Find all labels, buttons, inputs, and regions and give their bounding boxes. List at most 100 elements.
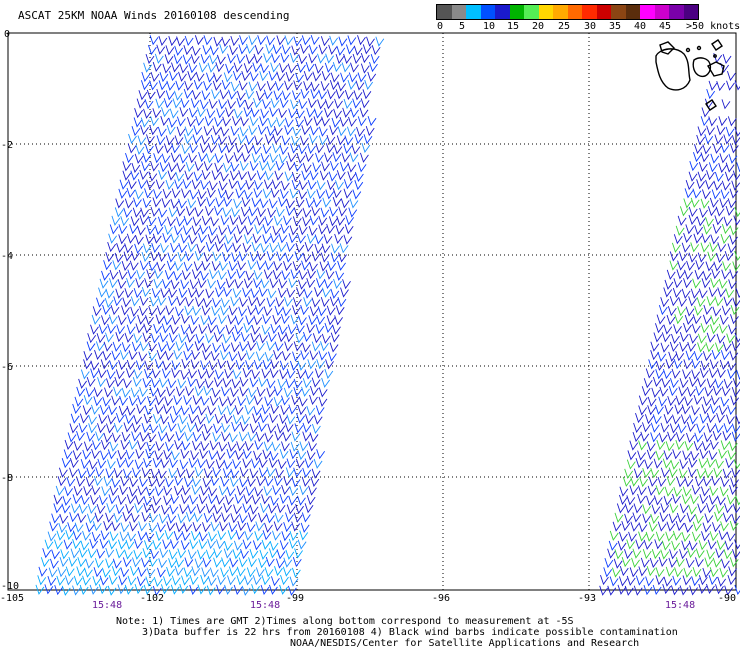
wind-barb xyxy=(695,385,705,397)
wind-barb xyxy=(727,450,737,461)
wind-barb xyxy=(302,162,312,173)
wind-barb xyxy=(731,180,740,191)
wind-barb xyxy=(145,315,154,326)
wind-barb xyxy=(156,477,165,488)
wind-barb xyxy=(705,261,715,272)
wind-barb xyxy=(139,215,149,226)
wind-barb xyxy=(266,341,276,352)
wind-barb xyxy=(209,45,219,56)
wind-barb xyxy=(187,549,197,560)
wind-barb xyxy=(209,269,218,280)
wind-barb xyxy=(280,180,290,191)
wind-barb xyxy=(701,531,710,542)
wind-barb xyxy=(238,215,248,226)
wind-barb xyxy=(295,458,305,469)
wind-barb xyxy=(273,126,283,137)
wind-barb xyxy=(690,450,700,461)
wind-barb xyxy=(82,449,92,460)
lat-label-m4: -4 xyxy=(1,251,13,262)
wind-barb xyxy=(677,306,686,317)
lat-label-m6: -6 xyxy=(1,362,13,373)
wind-barb xyxy=(349,198,359,209)
wind-barb xyxy=(196,503,206,514)
wind-barb xyxy=(148,522,158,533)
wind-barb xyxy=(726,494,736,505)
wind-barb xyxy=(227,53,236,64)
wind-barb xyxy=(314,243,324,254)
wind-barb xyxy=(142,332,152,343)
wind-barb xyxy=(312,71,322,82)
wind-barb xyxy=(78,503,88,515)
wind-barb xyxy=(180,494,190,505)
wind-barb xyxy=(633,468,643,479)
wind-barb xyxy=(716,252,725,263)
wind-barb xyxy=(134,189,144,200)
wind-barb xyxy=(692,566,702,578)
wind-barb xyxy=(681,242,691,253)
wind-barb xyxy=(330,332,340,343)
wind-barb xyxy=(266,81,276,92)
wind-barb xyxy=(287,63,297,74)
wind-barb xyxy=(191,179,201,190)
wind-barb xyxy=(219,396,228,407)
wind-barb xyxy=(635,575,645,586)
wind-barb xyxy=(57,567,67,578)
wind-barb xyxy=(312,333,322,344)
wind-barb xyxy=(106,503,116,514)
wind-barb xyxy=(116,324,126,335)
wind-barb xyxy=(274,170,284,181)
wind-barb xyxy=(105,547,115,558)
wind-barb xyxy=(218,485,228,496)
wind-barb xyxy=(230,161,240,172)
wind-barb xyxy=(689,414,698,425)
wind-barb xyxy=(337,260,346,271)
wind-barb xyxy=(264,567,274,578)
wind-barb xyxy=(676,269,686,280)
wind-barb xyxy=(233,152,243,163)
wind-barb xyxy=(230,342,240,353)
wind-barb xyxy=(723,423,733,434)
wind-barb xyxy=(231,116,241,127)
wind-barb xyxy=(679,549,688,560)
wind-barb xyxy=(720,477,730,488)
wind-barb xyxy=(673,486,683,497)
wind-barb xyxy=(246,43,255,55)
wind-barb xyxy=(223,413,233,424)
wind-barb xyxy=(201,567,211,578)
wind-barb xyxy=(154,53,164,64)
wind-barb xyxy=(632,431,642,443)
wind-barb xyxy=(706,125,715,136)
wind-barb xyxy=(121,342,131,353)
wind-barb xyxy=(232,369,242,380)
wind-barb xyxy=(243,189,253,200)
wind-barb xyxy=(307,179,317,191)
wind-barb xyxy=(341,62,351,73)
wind-barb xyxy=(617,584,627,595)
wind-barb xyxy=(185,296,194,307)
wind-barb xyxy=(324,322,334,333)
wind-barb xyxy=(335,89,345,100)
wind-barb xyxy=(239,161,249,172)
wind-barb xyxy=(174,179,184,190)
wind-barb xyxy=(655,567,665,578)
wind-barb xyxy=(274,566,283,577)
wind-barb xyxy=(286,504,296,515)
wind-barb xyxy=(299,135,309,146)
wind-barb xyxy=(212,125,222,136)
wind-barb xyxy=(268,548,278,559)
wind-barb xyxy=(696,468,706,479)
wind-barb xyxy=(124,549,133,560)
wind-barb xyxy=(204,206,214,217)
wind-barb xyxy=(168,117,178,128)
wind-barb xyxy=(151,368,161,379)
legend-color-bar xyxy=(436,4,699,20)
wind-barb xyxy=(177,378,187,389)
wind-barb xyxy=(169,504,179,515)
wind-barb xyxy=(637,485,647,496)
wind-barb xyxy=(174,475,183,486)
wind-barb xyxy=(170,198,180,209)
wind-barb xyxy=(200,395,210,406)
wind-barb xyxy=(221,36,231,47)
wind-barb xyxy=(65,566,75,577)
wind-barb xyxy=(249,116,259,127)
